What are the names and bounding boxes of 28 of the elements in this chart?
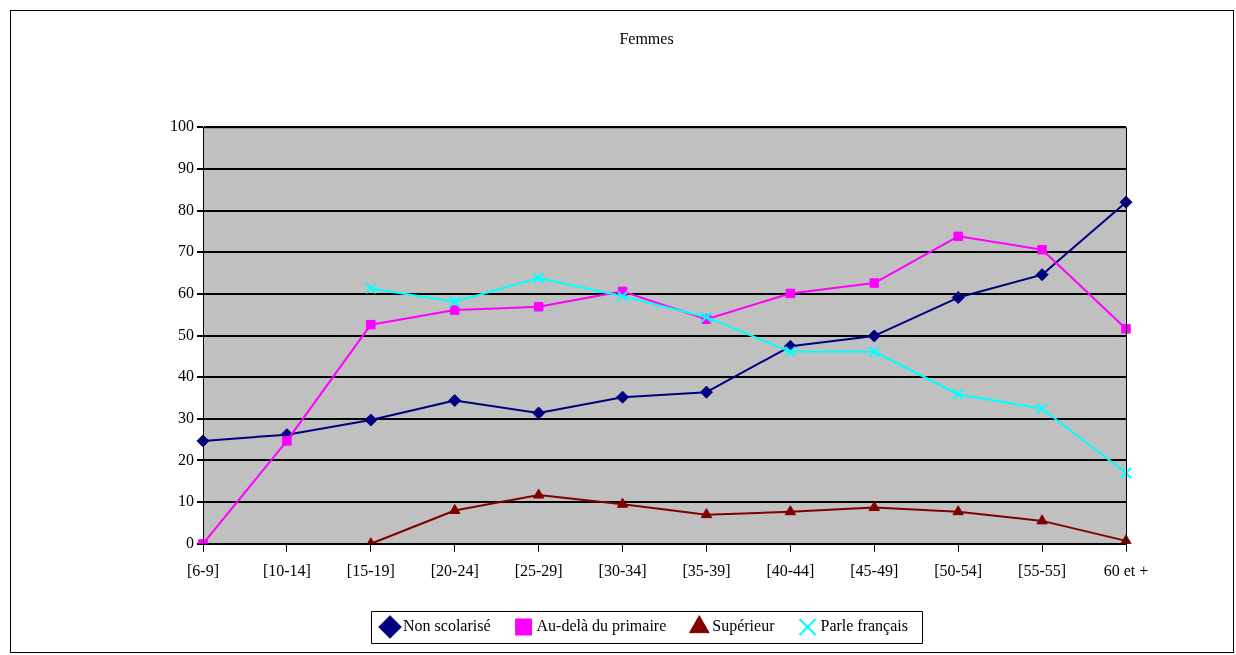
y-tick-label: 60 (178, 284, 194, 302)
x-tick-label: [40-44] (766, 561, 815, 579)
y-tick-label: 80 (178, 200, 194, 218)
y-tick-label: 30 (178, 409, 194, 427)
y-tick-label: 0 (186, 534, 194, 551)
x-tick-label: [45-49] (850, 561, 899, 579)
x-tick-label: [15-19] (346, 561, 395, 579)
x-tick-label: [50-54] (934, 561, 983, 579)
y-tick-label: 100 (170, 117, 194, 135)
legend-label: Supérieur (712, 617, 776, 636)
y-tick-label: 10 (178, 492, 194, 510)
y-tick-label: 40 (178, 367, 194, 385)
legend-label: Au-delà du primaire (536, 617, 667, 636)
x-tick-label: [30-34] (598, 561, 647, 579)
legend-label: Non scolarisé (403, 617, 491, 635)
legend-label: Parle français (820, 617, 908, 636)
x-tick-label: [25-29] (514, 561, 563, 579)
x-tick-label: [6-9] (187, 561, 219, 579)
y-tick-label: 70 (178, 242, 194, 260)
x-tick-label: [35-39] (682, 561, 731, 579)
y-tick-label: 50 (178, 325, 194, 343)
y-tick-label: 90 (178, 159, 194, 177)
x-tick-label: [20-24] (430, 561, 479, 579)
x-tick-label: [55-55] (1018, 561, 1067, 579)
x-tick-label: [10-14] (262, 561, 311, 579)
y-tick-label: 20 (178, 450, 194, 468)
chart-title: Femmes (619, 29, 674, 47)
x-tick-label: 60 et + (1103, 561, 1149, 579)
